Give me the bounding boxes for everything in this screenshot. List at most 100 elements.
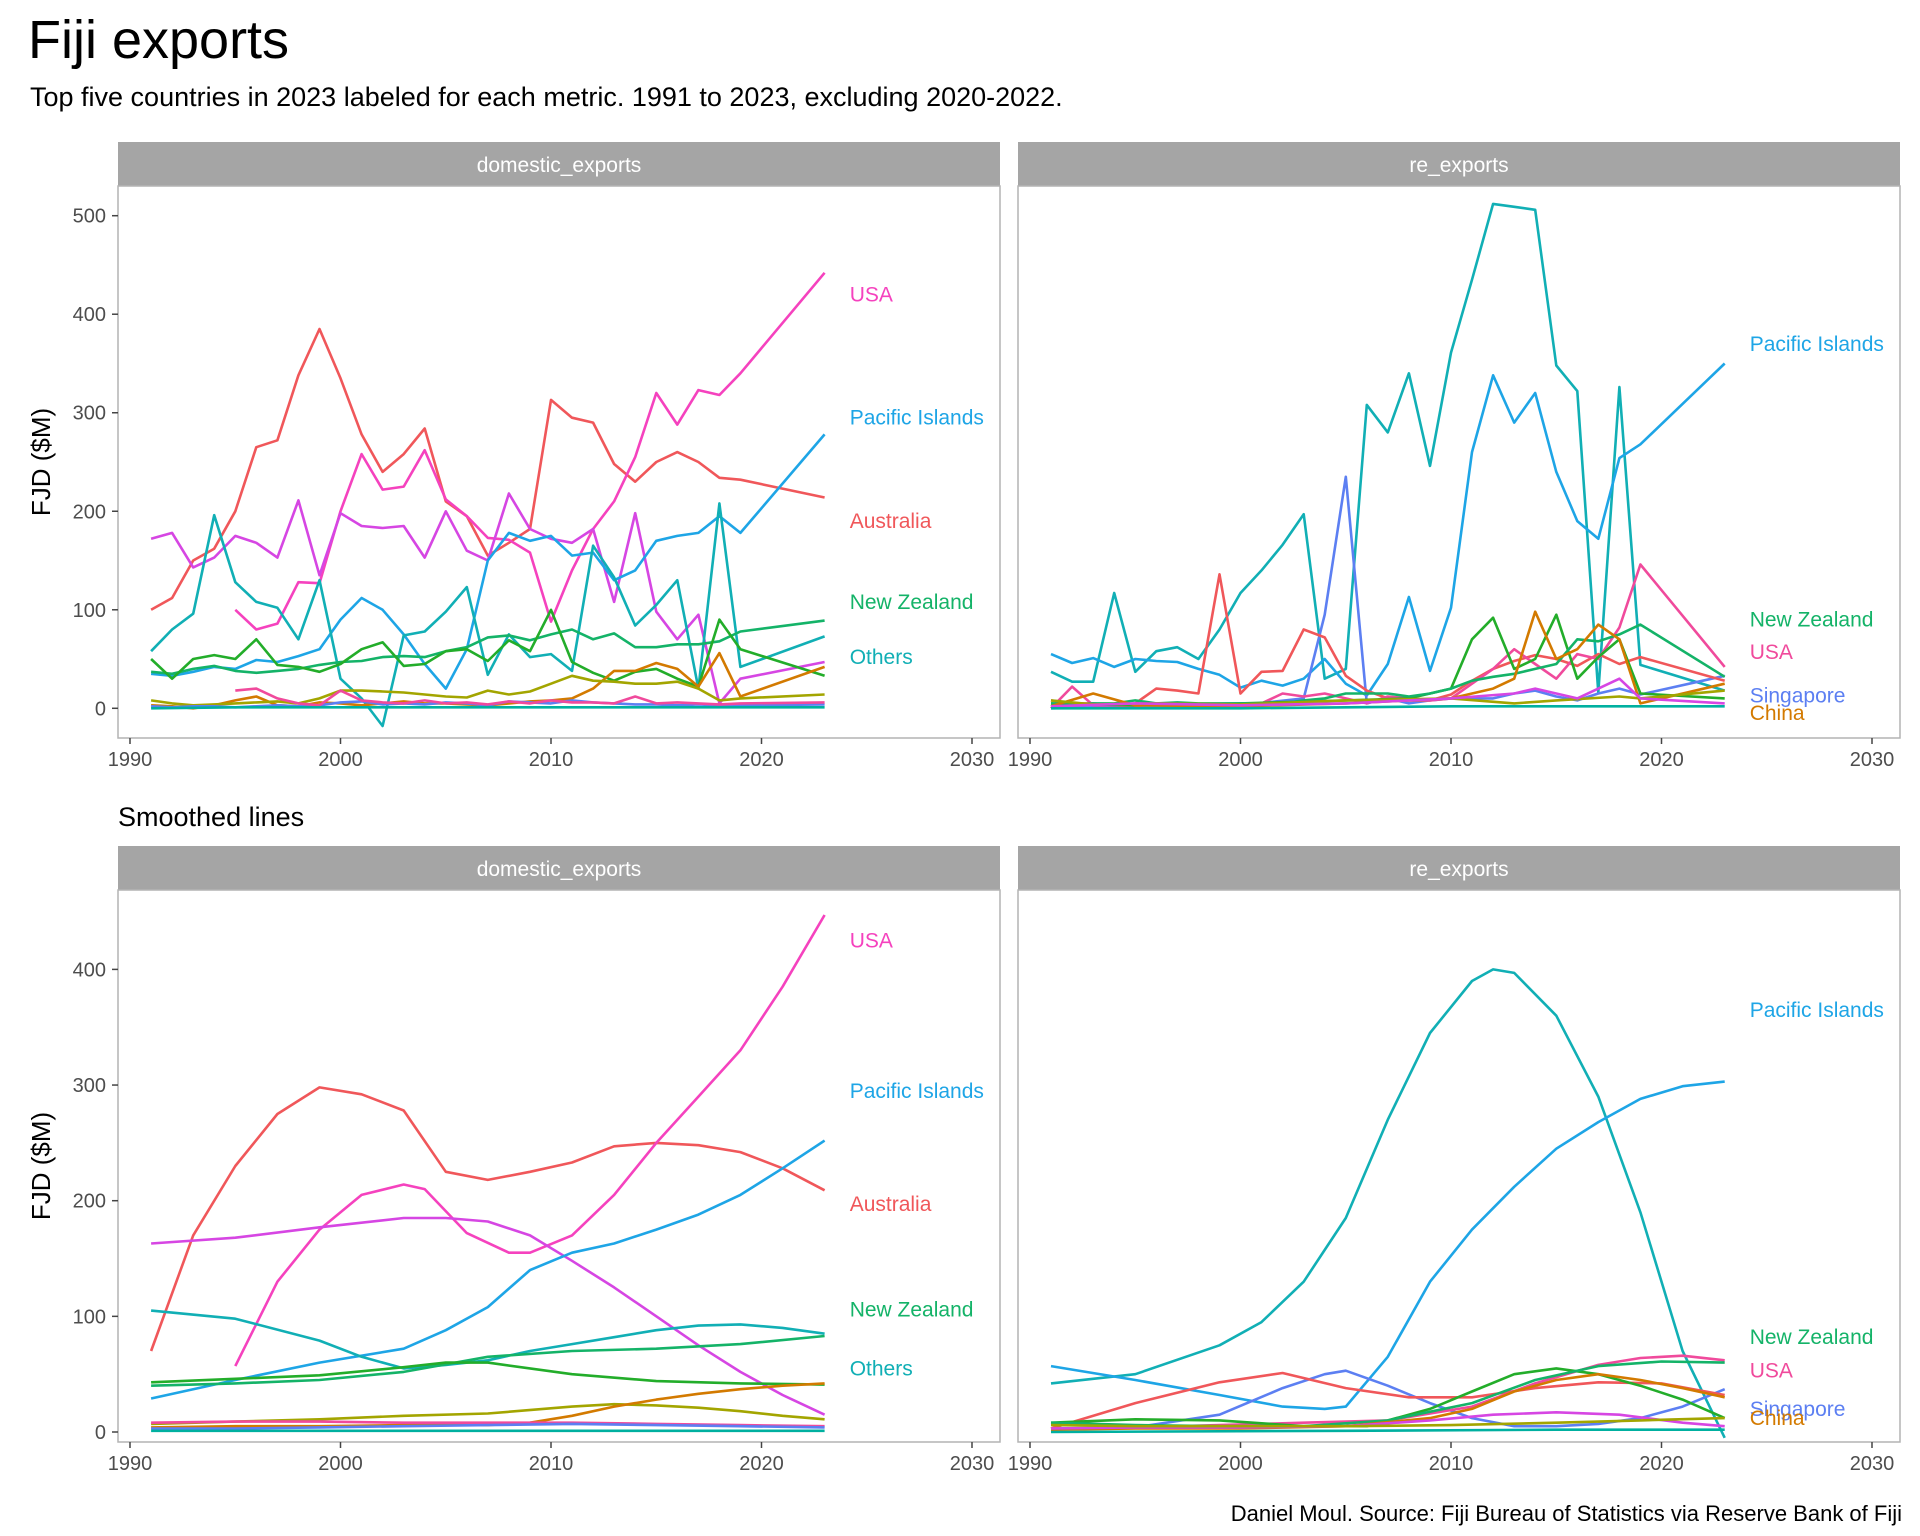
series-label-pacific-islands: Pacific Islands (850, 1080, 984, 1103)
x-tick-label: 2010 (1429, 1453, 1474, 1475)
x-tick-label: 2030 (1850, 1453, 1895, 1475)
x-tick-label: 1990 (1008, 749, 1053, 771)
y-tick-label: 200 (73, 501, 106, 523)
series-line-canada (150, 674, 825, 707)
series-line-others (1050, 202, 1726, 694)
facet-label: re_exports (1409, 858, 1508, 881)
panel-bottom-re_exports: re_exports 1990 2000 2010 2020 2030 Pacific Is… (1008, 846, 1901, 1475)
series-line-others (150, 502, 826, 728)
series-line-pacific-islands (1050, 362, 1726, 697)
facet-strip (118, 846, 1000, 890)
series-line-pink (1050, 563, 1726, 710)
series-line-singapore (151, 1422, 825, 1430)
x-tick-label: 2010 (529, 1453, 574, 1475)
series-line-usa (234, 271, 826, 631)
series-label-pacific-islands: Pacific Islands (1750, 999, 1884, 1022)
series-line-teal (151, 706, 825, 710)
series-group (1050, 968, 1726, 1439)
series-label-china: China (1750, 1407, 1805, 1430)
x-tick-label: 2030 (950, 749, 995, 771)
x-tick-label: 1990 (1008, 1453, 1053, 1475)
series-label-singapore: Singapore (1750, 1398, 1846, 1421)
x-tick-label: 2000 (1218, 749, 1263, 771)
series-line-teal (1051, 705, 1725, 710)
x-tick-label: 2020 (1639, 749, 1684, 771)
series-line-pink (235, 687, 825, 707)
y-tick-label: 0 (95, 698, 106, 720)
facet-label: domestic_exports (477, 154, 642, 177)
series-line-australia (150, 327, 825, 611)
x-tick-label: 2010 (1429, 749, 1474, 771)
series-line-magenta (150, 492, 825, 705)
x-tick-label: 2030 (1850, 749, 1895, 771)
series-line-others (150, 1309, 825, 1370)
x-tick-label: 2000 (318, 749, 363, 771)
y-tick-label: 200 (73, 1191, 106, 1213)
series-line-canada (1050, 1416, 1725, 1428)
series-group (1050, 202, 1726, 710)
series-line-teal (1050, 1428, 1725, 1434)
y-tick-label: 300 (73, 403, 106, 425)
series-line-china (1050, 610, 1725, 708)
series-label-others: Others (850, 646, 913, 669)
x-tick-label: 2020 (739, 1453, 784, 1475)
facet-strip (1018, 142, 1900, 186)
facet-strip (118, 142, 1000, 186)
series-label-china: China (1750, 702, 1805, 725)
series-line-magenta (151, 1216, 826, 1416)
series-line-pacific-islands (150, 433, 826, 690)
series-label-usa: USA (1750, 1360, 1793, 1383)
x-tick-label: 1990 (108, 749, 153, 771)
series-line-magenta (1050, 677, 1725, 708)
series-label-others: Others (850, 1357, 913, 1380)
x-tick-label: 2010 (529, 749, 574, 771)
series-line-australia (1050, 1371, 1725, 1430)
y-tick-label: 400 (73, 959, 106, 981)
x-tick-label: 2020 (1639, 1453, 1684, 1475)
facet-label: re_exports (1409, 154, 1508, 177)
y-tick-label: 300 (73, 1075, 106, 1097)
y-tick-label: 100 (73, 600, 106, 622)
chart-subtitle: Top five countries in 2023 labeled for e… (30, 82, 1063, 112)
x-tick-label: 2030 (950, 1453, 995, 1475)
series-label-pacific-islands: Pacific Islands (1750, 333, 1884, 356)
series-line-green (150, 608, 825, 688)
series-line-australia (149, 1086, 826, 1352)
source-caption: Daniel Moul. Source: Fiji Bureau of Stat… (1230, 1501, 1902, 1526)
panel-border (117, 185, 1001, 739)
series-label-new-zealand: New Zealand (1750, 609, 1874, 632)
series-line-new-zealand (151, 1334, 825, 1387)
series-label-usa: USA (850, 929, 893, 952)
series-label-australia: Australia (850, 1193, 932, 1216)
panel-border (1017, 185, 1901, 739)
series-group (149, 914, 826, 1433)
chart-title: Fiji exports (28, 10, 290, 70)
x-tick-label: 2000 (318, 1453, 363, 1475)
panel-border (1017, 889, 1901, 1443)
series-line-green (151, 1361, 825, 1386)
panel-border (117, 889, 1001, 1443)
series-label-new-zealand: New Zealand (850, 1298, 974, 1321)
series-label-new-zealand: New Zealand (1750, 1326, 1874, 1349)
series-label-pacific-islands: Pacific Islands (850, 407, 984, 430)
x-tick-label: 2000 (1218, 1453, 1263, 1475)
series-label-new-zealand: New Zealand (850, 591, 974, 614)
series-line-usa (234, 914, 826, 1367)
x-tick-label: 1990 (108, 1453, 153, 1475)
series-line-new-zealand (150, 619, 825, 676)
y-tick-label: 500 (73, 206, 106, 228)
series-line-australia (1050, 573, 1726, 707)
y-tick-label: 400 (73, 304, 106, 326)
panel-top-domestic_exports: domestic_exports 1990 2000 2010 2020 2030 0 100… (26, 142, 1001, 771)
y-tick-label: 0 (95, 1422, 106, 1444)
panel-top-re_exports: re_exports 1990 2000 2010 2020 2030 Pacific Is… (1008, 142, 1901, 771)
y-tick-label: 100 (73, 1306, 106, 1328)
facet-strip (1018, 846, 1900, 890)
y-axis-label: FJD ($M) (26, 408, 56, 516)
facet-label: domestic_exports (477, 858, 642, 881)
y-axis-label: FJD ($M) (26, 1112, 56, 1220)
series-line-pacific-islands (150, 1139, 826, 1400)
series-line-others (1050, 968, 1726, 1439)
